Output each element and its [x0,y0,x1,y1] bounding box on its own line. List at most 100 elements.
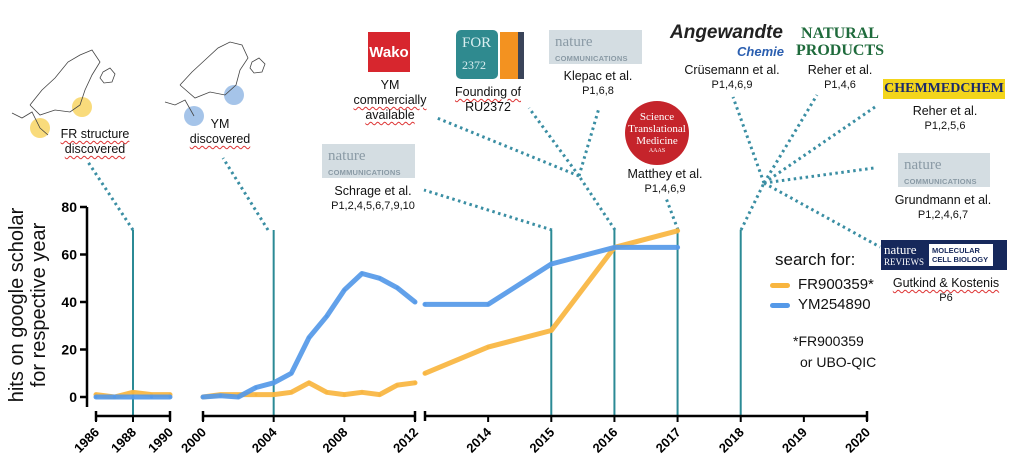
series-fr-point [289,390,293,394]
series-ym-point [342,288,346,292]
reher-cmc-papers: P1,2,5,6 [924,120,966,132]
x-tick-label: 2016 [589,425,620,456]
fr-highlight-2 [72,97,92,117]
for2372-logo-bar [500,32,524,79]
ym-commercial-line2: commercially [353,93,427,107]
gutkind-author: Gutkind & Kostenis [892,276,1000,290]
nature-communications-logo-schrage: nature COMMUNICATIONS [322,144,415,178]
x-tick-label: 2000 [178,425,209,456]
np-word2: PRODUCTS [796,42,885,59]
natcom-grundmann-word1: nature [904,157,942,173]
nature-communications-logo-klepac: nature COMMUNICATIONS [549,30,642,64]
x-tick-label: 2017 [653,425,684,456]
annotation-ym-discovered: YM discovered [190,117,250,147]
annotation-fr-structure: FR structure discovered [61,127,130,157]
leader-reher-np [762,94,819,184]
series-ym-point [360,272,364,275]
nature-reviews-mcb-logo: nature REVIEWS MOLECULAR CELL BIOLOGY [881,240,1007,270]
founding-line1: Founding of [454,85,522,99]
series-fr-point [676,229,680,233]
leader-fr-structure [86,161,135,231]
fr-chain [11,111,49,136]
series-ym-point [612,245,616,249]
series-ym-point [325,314,329,318]
chemmedchem-logo: CHEMMEDCHEM [883,79,1005,99]
series-ym-point [131,395,135,399]
ym-phenyl [249,57,266,74]
annotation-ym-commercial: YM commercially available [354,78,427,123]
footnote-line2: or UBO-QIC [800,354,877,370]
series-ym-point [201,395,205,399]
reher-cmc-author: Reher et al. [912,104,978,118]
y-axis-label-line1: hits on google scholar [6,207,28,403]
ym-structure-drawing [164,41,266,126]
series-ym-point [219,394,223,398]
y-axis-label: hits on google scholar for respective ye… [6,208,50,403]
legend-item-fr: FR900359* [770,276,874,294]
leader-founding [527,107,581,177]
reher-np-author: Reher et al. [807,63,873,77]
leader-matthey [664,197,680,231]
journal-natural-products-logo: NATURAL PRODUCTS [796,25,884,59]
ym-chain [164,99,195,117]
stm-word4: AAAS [648,148,666,154]
legend-label-ym: YM254890 [798,296,871,313]
x-tick-label: 1988 [108,425,139,456]
series-fr-point [549,329,553,332]
y-axis-label-line2: for respective year [28,222,50,388]
leader-gutkind [763,181,881,249]
series-ym-point [549,262,553,266]
legend-item-ym: YM254890 [770,296,871,314]
annotation-grundmann: Grundmann et al. P1,2,4,6,7 [895,193,992,222]
schrage-papers: P1,2,4,5,6,7,9,10 [331,200,415,212]
science-translational-medicine-logo: Science Translational Medicine AAAS [625,101,689,165]
annotation-klepac: Klepac et al. P1,6,8 [564,69,633,98]
series-ym-point [168,395,172,399]
series-fr-point [486,345,490,349]
leader-crusemann [731,96,766,184]
leader-2016-trunk [577,175,617,231]
series-ym-point [307,336,311,340]
x-tick-label: 2012 [390,425,421,456]
ym-discovered-line1: YM [210,117,230,131]
series-fr-point [395,383,399,387]
leader-klepac [577,107,601,177]
crusemann-author: Crüsemann et al. [684,63,780,77]
y-tick-label: 0 [69,389,77,405]
grundmann-author: Grundmann et al. [894,193,992,207]
natcom-schrage-word2: COMMUNICATIONS [328,168,401,177]
crusemann-papers: P1,4,6,9 [711,79,753,91]
fr-structure-line1: FR structure [60,127,130,141]
footnote-line1: *FR900359 [793,333,864,349]
fr-structure-line2: discovered [64,142,126,156]
series-fr-point [131,390,135,394]
x-tick-label: 2020 [842,425,873,456]
annotation-gutkind: Gutkind & Kostenis P6 [893,276,999,305]
series-ym-point [413,300,417,304]
series-fr-point [272,393,276,397]
leader-2018-trunk [739,182,766,231]
nature-communications-logo-grundmann: nature COMMUNICATIONS [898,153,990,187]
annotation-matthey: Matthey et al. P1,4,6,9 [627,167,702,196]
fr-ring [29,49,101,116]
annotation-schrage: Schrage et al. P1,2,4,5,6,7,9,10 [331,184,415,213]
series-fr-point [307,381,311,385]
series-ym-point [254,386,258,389]
schrage-author: Schrage et al. [334,184,412,198]
natcom-klepac-word1: nature [555,34,593,50]
stm-word3: Medicine [636,135,678,147]
nrmcb-word3: MOLECULAR CELL BIOLOGY [929,244,993,266]
series-ym-point [272,381,276,385]
series-fr-point [342,393,346,397]
leader-reher-cmc [763,105,876,185]
fr-phenyl [99,67,116,84]
nrmcb-word2: REVIEWS [884,256,924,267]
for2372-logo-top: FOR [462,35,492,51]
nrmcb-left: nature REVIEWS [884,242,924,268]
milestone-lines [132,230,742,416]
series-ym-point [676,245,680,249]
x-tick-label: 1986 [71,425,102,456]
annotation-reher-np: Reher et al. P1,4,6 [808,63,873,92]
leader-schrage [423,188,553,232]
leader-grundmann [763,166,875,185]
